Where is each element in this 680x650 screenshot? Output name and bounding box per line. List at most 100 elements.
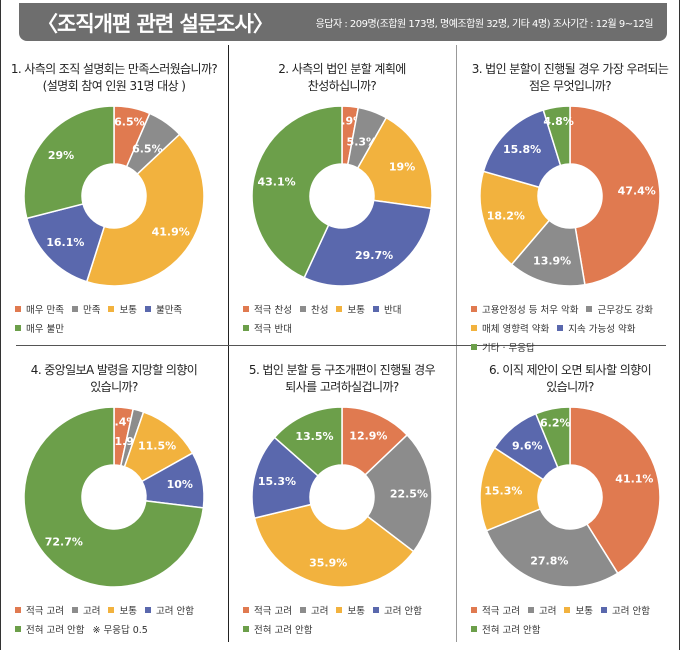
donut-chart: 3.4%1.9%11.5%10%72.7% bbox=[23, 406, 205, 588]
legend-item: 근무강도 강화 bbox=[586, 301, 653, 320]
data-label: 19% bbox=[389, 160, 415, 173]
chart-panel-2: 2. 사측의 법인 분할 계획에 찬성하십니까? 2.9% 5.3% 19% 29.7% 4… bbox=[229, 45, 455, 345]
legend-swatch bbox=[527, 607, 534, 613]
legend-label: 적극 반대 bbox=[254, 324, 292, 335]
question-title-line: 있습니까? bbox=[546, 380, 594, 394]
legend-item: 만족 bbox=[71, 301, 100, 320]
question-title: 1. 사측의 조직 설명회는 만족스러웠습니까? (설명회 참여 인원 31명 대… bbox=[0, 61, 231, 95]
legend-label: 전혀 고려 안함 bbox=[26, 625, 85, 636]
page-title: 〈조직개편 관련 설문조사〉 bbox=[37, 12, 274, 36]
slice-0 bbox=[569, 105, 661, 286]
legend-label: 불만족 bbox=[155, 305, 183, 316]
legend-swatch bbox=[471, 306, 477, 312]
question-title-line: 6. 이직 제안이 오면 퇴사할 의향이 bbox=[488, 363, 652, 377]
legend-item: 전혀 고려 안함 bbox=[243, 621, 312, 640]
legend-swatch bbox=[471, 607, 477, 613]
data-label: 27.8% bbox=[530, 555, 568, 568]
legend-label: 고려 bbox=[82, 606, 101, 617]
legend-label: 지속 가능성 약화 bbox=[568, 324, 636, 335]
slice-2 bbox=[356, 116, 433, 210]
question-title-line: 5. 법인 분할 등 구조개편이 진행될 경우 bbox=[248, 363, 436, 377]
donut-chart: 6.5% 6.5% 41.9% 16.1% 29% bbox=[23, 105, 205, 287]
data-label: 15.8% bbox=[503, 143, 541, 156]
divider bbox=[228, 45, 229, 345]
slice-1 bbox=[485, 507, 619, 588]
legend-item: 적극 고려 bbox=[243, 602, 292, 621]
data-label: 13.9% bbox=[533, 255, 571, 268]
legend-label: 적극 고려 bbox=[482, 606, 520, 617]
legend: 적극 고려 고려 보통 고려 안함전혀 고려 안함 ※ 무응답 0.5 bbox=[15, 602, 221, 640]
legend-item: 보통 bbox=[564, 602, 593, 621]
legend-item: 매우 불만 bbox=[15, 320, 64, 339]
legend-swatch bbox=[586, 306, 593, 312]
data-label: 18.2% bbox=[487, 209, 525, 222]
data-label: 41.1% bbox=[615, 473, 653, 486]
divider bbox=[456, 45, 457, 345]
legend-item: 불만족 bbox=[144, 301, 183, 320]
legend-swatch bbox=[564, 607, 571, 613]
legend-label: 전혀 고려 안함 bbox=[482, 625, 541, 636]
legend-swatch bbox=[557, 325, 564, 331]
question-title: 4. 중앙일보A 발령을 지망할 의향이 있습니까? bbox=[0, 362, 231, 396]
data-label: 6.2% bbox=[540, 416, 571, 429]
data-label: 13.5% bbox=[295, 430, 333, 443]
legend-label: 고용안정성 등 처우 악화 bbox=[482, 305, 579, 316]
legend-item: 적극 찬성 bbox=[243, 301, 292, 320]
legend-item: 반대 bbox=[372, 301, 401, 320]
legend-label: 고려 bbox=[538, 606, 557, 617]
slice-4 bbox=[251, 105, 343, 279]
legend-swatch bbox=[243, 325, 249, 331]
legend-label: 보통 bbox=[347, 606, 365, 617]
question-title-line: 1. 사측의 조직 설명회는 만족스러웠습니까? bbox=[10, 62, 218, 76]
legend-swatch bbox=[108, 306, 115, 312]
legend-item: 고려 안함 bbox=[144, 602, 194, 621]
legend-label: 전혀 고려 안함 bbox=[254, 625, 313, 636]
legend-note: ※ 무응답 0.5 bbox=[92, 625, 148, 636]
donut-chart: 41.1% 27.8% 15.3% 9.6% 6.2% bbox=[479, 406, 661, 588]
legend-item: 고려 bbox=[71, 602, 101, 621]
donut-chart: 47.4% 13.9% 18.2% 15.8% 4.8% bbox=[479, 105, 661, 287]
slice-2 bbox=[479, 170, 551, 266]
chart-panel-1: 1. 사측의 조직 설명회는 만족스러웠습니까? (설명회 참여 인원 31명 대… bbox=[1, 45, 227, 345]
legend-item: 고려 bbox=[527, 602, 557, 621]
legend-item: 보통 bbox=[108, 602, 137, 621]
question-title-line: 찬성하십니까? bbox=[307, 79, 377, 93]
legend: 매우 만족 만족 보통 불만족매우 불만 bbox=[15, 301, 221, 339]
data-label: 15.3% bbox=[484, 484, 522, 497]
legend: 적극 고려 고려 보통 고려 안함전혀 고려 안함 bbox=[243, 602, 449, 640]
legend-swatch bbox=[471, 325, 477, 331]
question-title-line: 2. 사측의 법인 분할 계획에 bbox=[278, 62, 406, 76]
legend-label: 적극 고려 bbox=[26, 606, 64, 617]
data-label: 10% bbox=[167, 478, 193, 491]
legend-label: 기타 · 무응답 bbox=[482, 343, 535, 354]
data-label: 22.5% bbox=[390, 487, 428, 500]
question-title-line: (설명회 참여 인원 31명 대상 ) bbox=[42, 79, 186, 93]
legend-swatch bbox=[15, 306, 21, 312]
data-label: 35.9% bbox=[309, 557, 347, 570]
divider bbox=[16, 345, 666, 346]
legend-item: 기타 · 무응답 bbox=[471, 339, 535, 358]
data-label: 15.3% bbox=[258, 475, 296, 488]
divider bbox=[228, 346, 229, 642]
donut-chart: 2.9%5.3%19%29.7%43.1% bbox=[251, 105, 433, 287]
legend: 적극 찬성 찬성 보통 반대적극 반대 bbox=[243, 301, 449, 339]
question-title-line: 퇴사를 고려하실겁니까? bbox=[285, 380, 399, 394]
legend: 적극 고려 고려 보통 고려 안함전혀 고려 안함 bbox=[471, 602, 677, 640]
legend-label: 고려 안함 bbox=[155, 606, 194, 617]
legend-swatch bbox=[15, 325, 21, 331]
legend-swatch bbox=[299, 607, 306, 613]
legend-label: 고려 안함 bbox=[383, 606, 422, 617]
question-title-line: 있습니까? bbox=[90, 380, 138, 394]
legend-label: 적극 찬성 bbox=[254, 305, 292, 316]
data-label: 41.9% bbox=[152, 226, 190, 239]
data-label: 43.1% bbox=[257, 176, 295, 189]
slice-4 bbox=[23, 406, 205, 588]
data-label: 4.8% bbox=[543, 115, 574, 128]
legend-swatch bbox=[299, 306, 306, 312]
legend-item: 보통 bbox=[336, 602, 365, 621]
legend-swatch bbox=[243, 626, 249, 632]
data-label: 29.7% bbox=[355, 249, 393, 262]
legend-label: 보통 bbox=[347, 305, 365, 316]
